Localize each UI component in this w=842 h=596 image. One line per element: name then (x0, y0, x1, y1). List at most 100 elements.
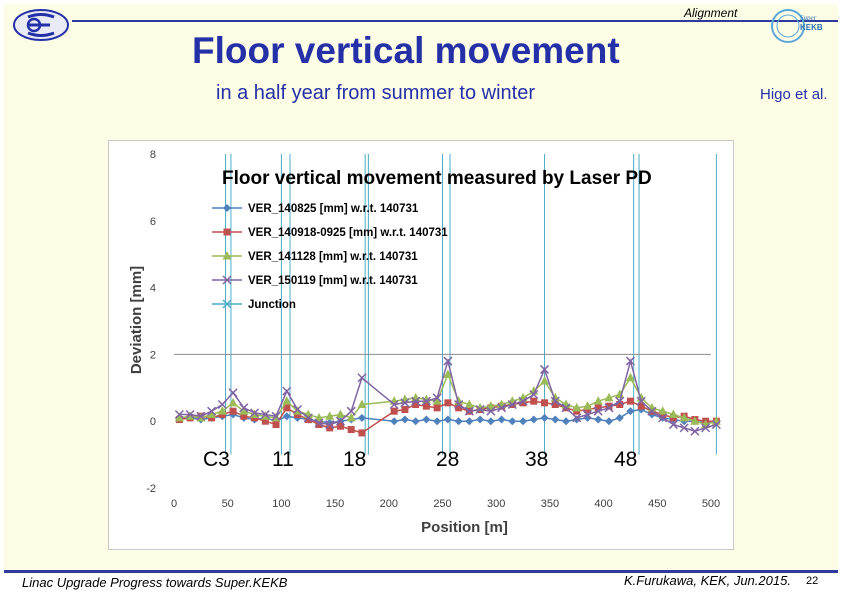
data-point (690, 426, 700, 436)
data-point (400, 398, 410, 408)
data-point (540, 413, 549, 422)
data-point (486, 417, 495, 426)
data-point (604, 417, 613, 426)
data-point (539, 364, 550, 374)
data-point (389, 399, 399, 410)
legend-marker (222, 275, 232, 285)
data-point (357, 399, 367, 408)
data-point (637, 402, 645, 410)
data-point (325, 420, 335, 430)
data-point (604, 392, 614, 402)
data-point (335, 416, 346, 426)
data-point (412, 401, 420, 408)
data-point (594, 415, 603, 424)
page-subtitle: in a half year from summer to winter (216, 82, 535, 104)
data-point (701, 423, 711, 433)
data-point (357, 413, 366, 422)
x-tick-label: 450 (648, 498, 666, 510)
legend-label: Junction (248, 299, 296, 311)
x-tick-label: 500 (702, 498, 720, 510)
x-tick-label: 0 (171, 498, 177, 510)
sector-label-c3: C3 (203, 448, 230, 471)
x-axis-title: Position [m] (421, 519, 508, 536)
data-point (475, 404, 485, 415)
data-point (325, 411, 335, 420)
sector-label-11: 11 (272, 448, 294, 471)
data-point (303, 413, 313, 423)
data-point (454, 417, 463, 426)
y-tick-label: 0 (150, 416, 156, 428)
data-point (432, 396, 442, 405)
data-point (228, 397, 238, 407)
data-point (562, 417, 571, 426)
data-point (519, 417, 528, 426)
y-tick-label: -2 (146, 483, 156, 495)
data-point (530, 397, 538, 405)
data-point (433, 417, 442, 426)
data-point (464, 399, 474, 408)
data-point (507, 399, 517, 410)
data-point (358, 429, 366, 437)
data-point (443, 356, 453, 366)
superkekb-logo: Super KEKB (760, 6, 830, 51)
data-point (390, 417, 399, 426)
data-point (711, 420, 721, 430)
deviation-chart: -2 0 2 4 6 8 0 50 100 150 200 250 300 350 400 450 500 Pos… (108, 140, 734, 550)
data-point (271, 411, 281, 421)
data-point (174, 409, 184, 420)
data-point (529, 389, 539, 400)
data-point (679, 412, 689, 422)
data-point (422, 402, 430, 410)
data-point (229, 407, 237, 415)
legend-label: VER_140918-0925 [mm] w.r.t. 140731 (248, 227, 448, 239)
data-point (272, 421, 280, 429)
data-point (658, 413, 668, 423)
data-point (260, 409, 270, 420)
data-point (454, 399, 464, 410)
data-point (690, 416, 700, 425)
data-point (292, 404, 303, 415)
data-point (411, 396, 421, 406)
data-point (314, 418, 324, 428)
x-tick-label: 50 (222, 498, 234, 510)
data-point (217, 406, 227, 415)
chart-title: Floor vertical movement measured by Lase… (222, 168, 652, 189)
data-point (335, 409, 345, 419)
data-point (336, 422, 344, 430)
author-credit: Higo et al. (760, 86, 828, 103)
y-tick-label: 2 (150, 349, 156, 361)
data-point (679, 423, 689, 433)
data-point (625, 356, 635, 366)
data-point (529, 415, 538, 424)
data-point (432, 393, 442, 403)
data-point (626, 397, 634, 405)
page-number: 22 (806, 575, 819, 587)
data-point (422, 415, 431, 424)
data-point (401, 406, 409, 414)
sector-label-28: 28 (436, 448, 460, 471)
section-tag: Alignment (684, 6, 738, 20)
data-point (196, 411, 206, 421)
legend-label: VER_141128 [mm] w.r.t. 140731 (248, 251, 418, 263)
data-point (261, 417, 269, 425)
legend-marker (222, 251, 232, 260)
legend-label: VER_140825 [mm] w.r.t. 140731 (248, 203, 419, 215)
data-point (283, 404, 291, 412)
footer-rule (4, 570, 838, 573)
data-point (239, 403, 249, 413)
sector-label-18: 18 (343, 448, 367, 471)
data-point (207, 406, 217, 416)
data-point (508, 417, 517, 426)
data-point (572, 402, 582, 412)
data-point (346, 412, 356, 422)
data-point (615, 413, 624, 422)
footer-author: K.Furukawa, KEK, Jun.2015. (624, 573, 791, 588)
data-point (444, 399, 452, 407)
data-point (668, 409, 678, 419)
data-point (519, 399, 527, 407)
data-point (357, 373, 367, 383)
data-point (314, 412, 324, 422)
data-point (346, 406, 356, 416)
data-point (604, 403, 614, 413)
data-point (615, 396, 625, 406)
